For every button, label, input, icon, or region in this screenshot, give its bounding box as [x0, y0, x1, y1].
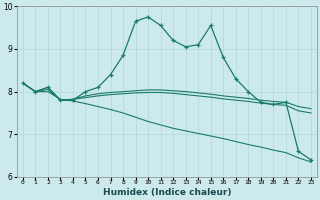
X-axis label: Humidex (Indice chaleur): Humidex (Indice chaleur) — [103, 188, 231, 197]
